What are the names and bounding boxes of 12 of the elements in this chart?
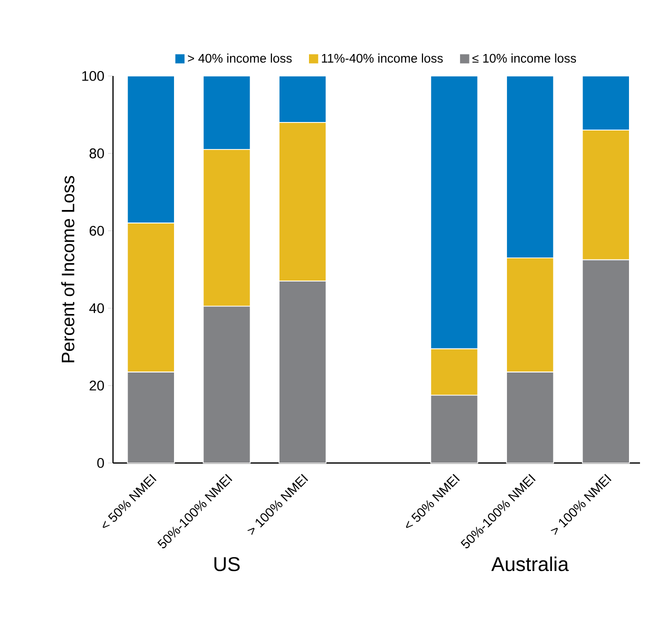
legend-label: ≤ 10% income loss xyxy=(472,54,576,63)
y-tick-label: 40 xyxy=(89,303,104,314)
y-tick-label: 0 xyxy=(97,458,104,468)
legend-label: 11%-40% income loss xyxy=(322,54,443,63)
y-tick-label: 20 xyxy=(90,380,104,391)
text: Australia xyxy=(491,556,569,572)
y-tick-label: 60 xyxy=(90,226,104,236)
y-tick-label: 100 xyxy=(82,71,104,81)
text: US xyxy=(214,557,240,572)
y-axis-title: Percent of Income Loss xyxy=(61,176,74,362)
legend-label: > 40% income loss xyxy=(188,54,292,63)
y-tick-label: 80 xyxy=(90,148,104,158)
